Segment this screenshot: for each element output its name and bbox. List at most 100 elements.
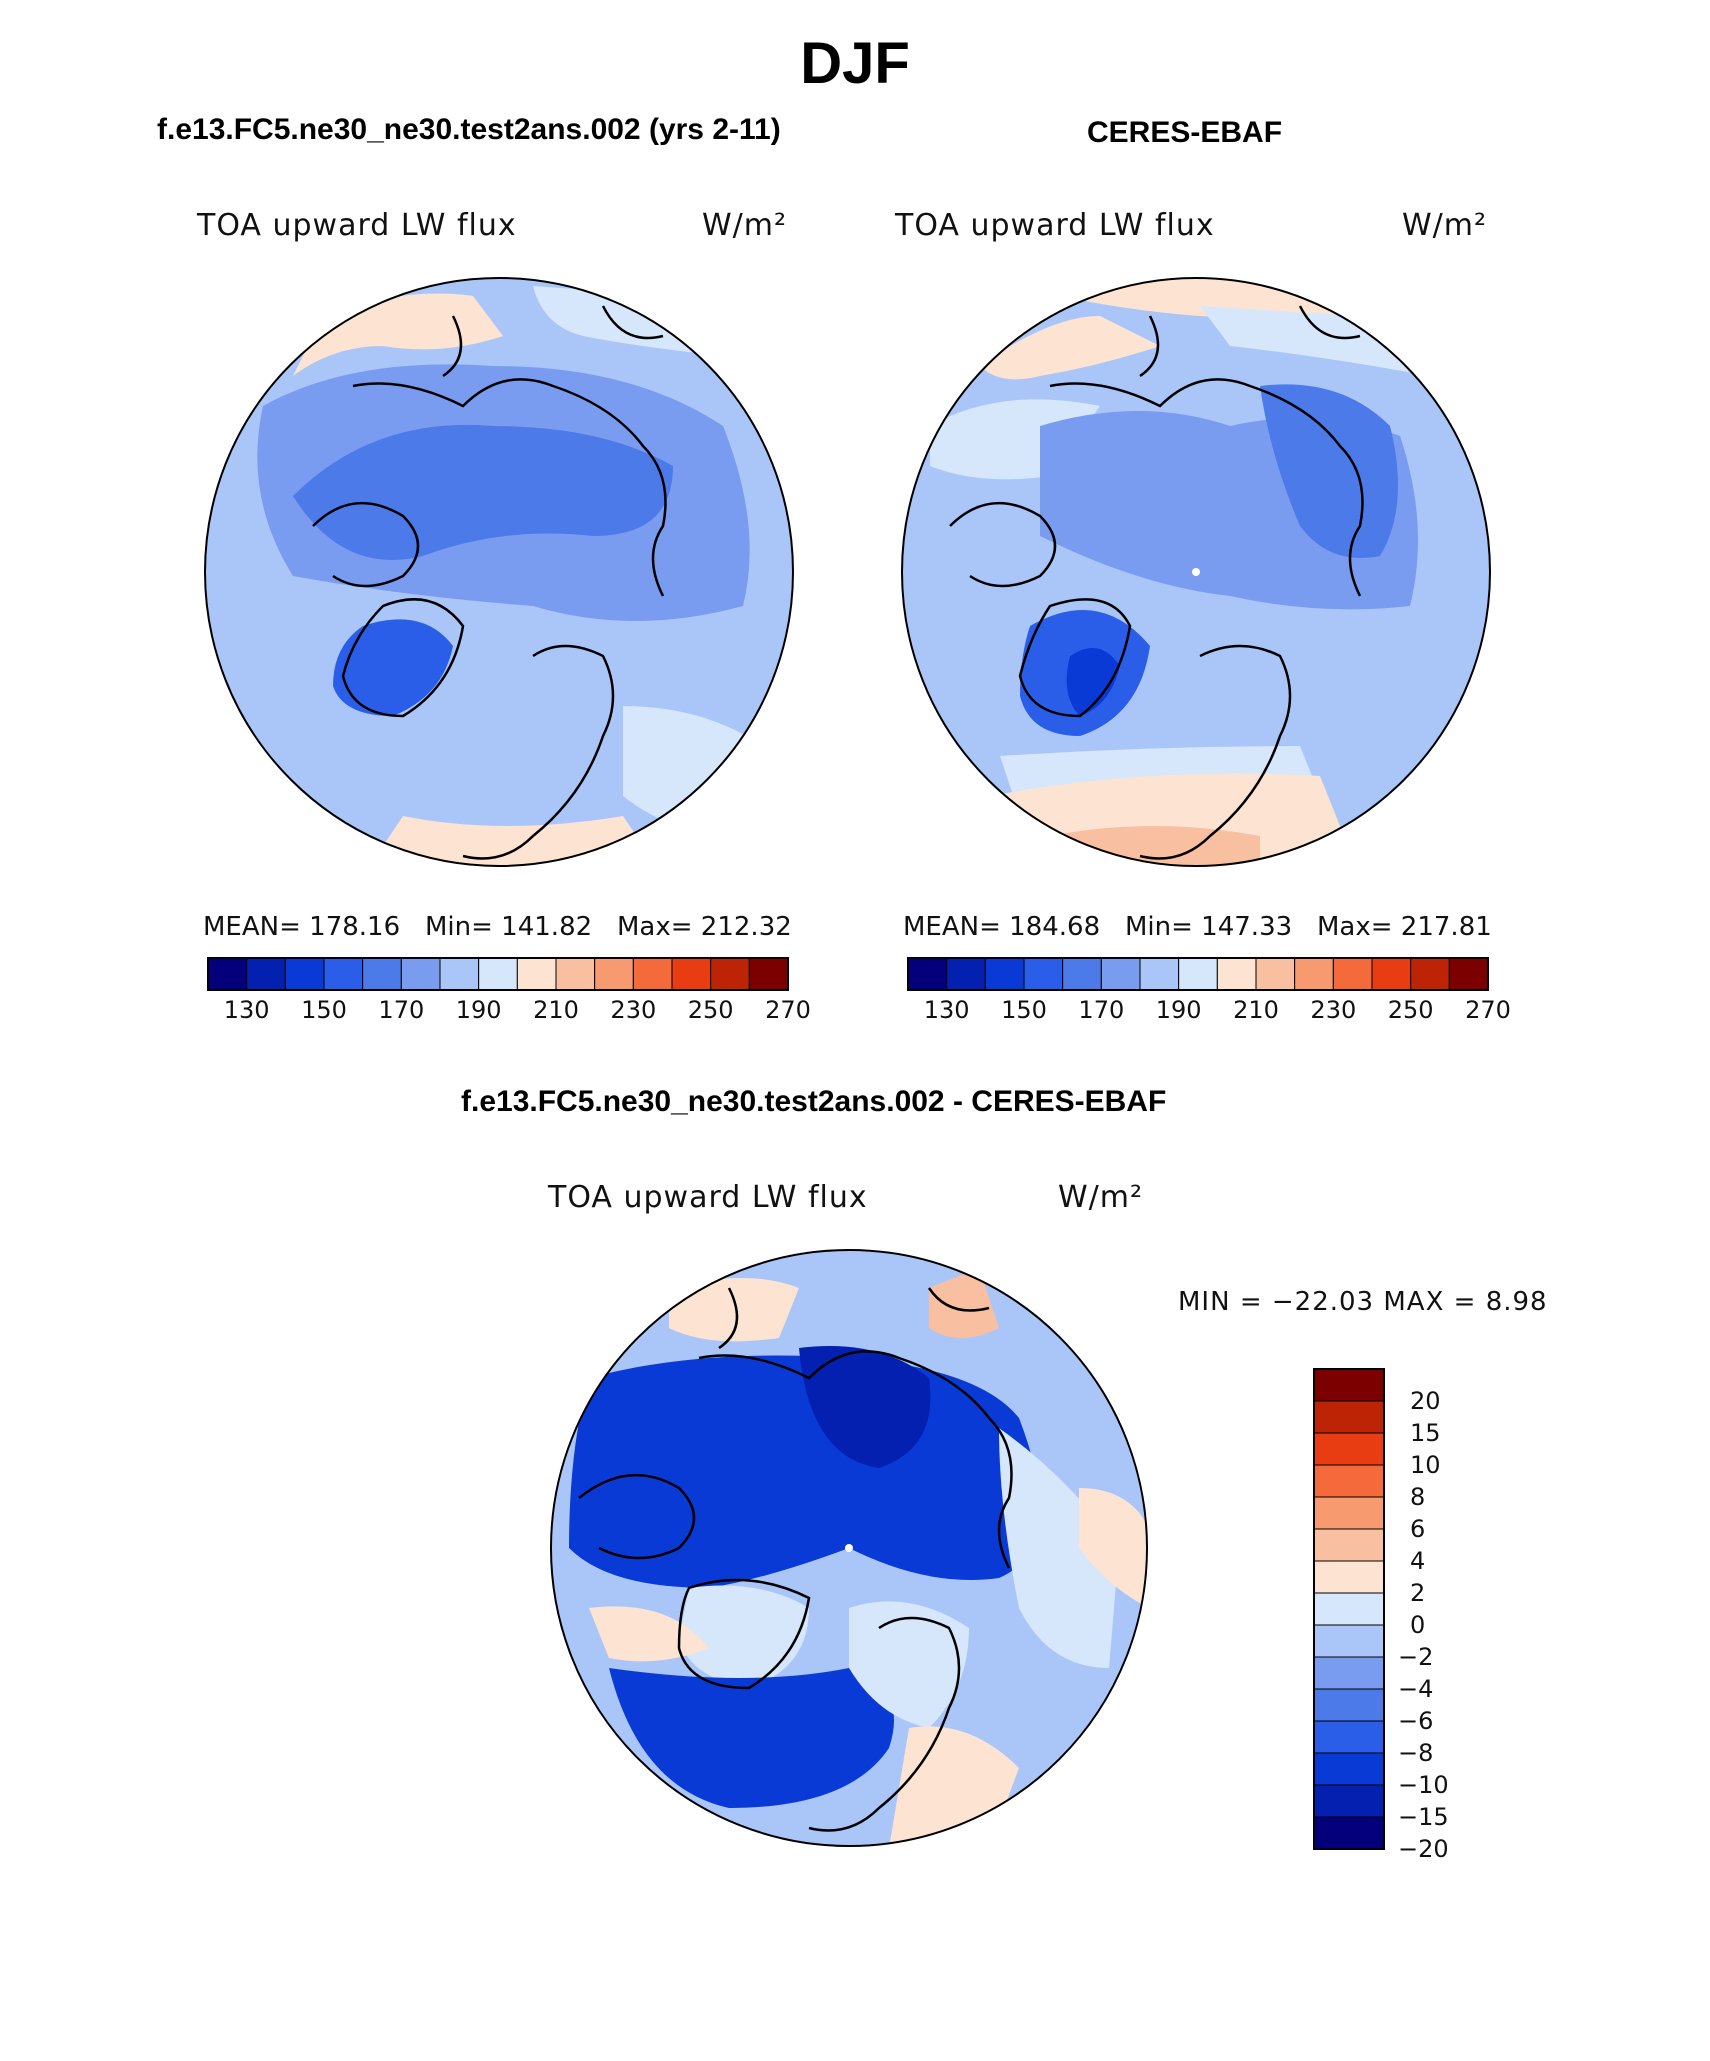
panel3-colorbar-tick-label: 4: [1410, 1547, 1426, 1575]
panel3-colorbar-swatch: [1313, 1688, 1385, 1722]
panel3-field-warm-east: [1079, 1488, 1147, 1608]
panel2-colorbar-swatch: [1448, 957, 1489, 991]
panel1-coastlines: [312, 305, 667, 860]
panel1-map: [204, 277, 794, 867]
panel2-units: W/m²: [1402, 208, 1488, 243]
panel2-colorbar-swatch: [907, 957, 948, 991]
panel1-colorbar-swatch: [632, 957, 673, 991]
panel2-colorbar-tick-label: 190: [1155, 996, 1202, 1024]
panel2-colorbar-swatch: [1410, 957, 1450, 991]
panel3-colorbar-tick-label: −20: [1398, 1835, 1449, 1863]
panel3-colorbar-tick-label: −15: [1398, 1803, 1449, 1831]
panel1-min: Min= 141.82: [425, 912, 593, 942]
panel1-colorbar-swatch: [246, 957, 286, 991]
panel1-colorbar-frame: [207, 957, 789, 991]
panel2-colorbar-swatch: [1139, 957, 1180, 991]
panel3-field-arctic-core: [799, 1346, 931, 1468]
panel2-min: Min= 147.33: [1125, 912, 1293, 942]
panel1-variable: TOA upward LW flux: [197, 208, 517, 243]
panel1-field-greenland: [333, 619, 453, 716]
panel2-colorbar-tick-label: 250: [1387, 996, 1434, 1024]
panel1-colorbar-ticks: 130 150 170 190 210 230 250 270: [208, 996, 811, 1030]
panel3-colorbar: [1313, 1368, 1385, 1850]
panel1-colorbar-tick-label: 250: [687, 996, 734, 1024]
panel2-colorbar-swatch: [1371, 957, 1412, 991]
panel2-field-pacific-light: [1200, 306, 1430, 376]
panel2-mean: MEAN= 184.68: [903, 912, 1101, 942]
panel2-colorbar-swatch: [1023, 957, 1064, 991]
panel3-colorbar-tick-label: 6: [1410, 1515, 1426, 1543]
panel1-colorbar-swatch: [671, 957, 712, 991]
panel3-field-warm-nw: [669, 1278, 799, 1342]
panel2-colorbar-tick-label: 130: [923, 996, 970, 1024]
panel2-field-alaska: [1260, 384, 1398, 558]
panel3-colorbar-tick-label: 20: [1410, 1387, 1441, 1415]
panel2-coastlines: [949, 305, 1364, 860]
panel1-colorbar-swatch: [207, 957, 248, 991]
panel3-pole-marker: [845, 1544, 853, 1552]
panel3-units: W/m²: [1058, 1180, 1144, 1215]
panel1-colorbar-swatch: [710, 957, 750, 991]
panel1-colorbar-swatch: [439, 957, 480, 991]
panel3-colorbar-swatch: [1313, 1720, 1385, 1754]
panel1-colorbar-tick-label: 270: [765, 996, 811, 1024]
panel1-colorbar-swatch: [284, 957, 325, 991]
panel1-field-low: [293, 424, 673, 560]
panel3-colorbar-swatch: [1313, 1368, 1385, 1402]
figure-title: DJF: [800, 31, 910, 96]
panel3-title: f.e13.FC5.ne30_ne30.test2ans.002 - CERES…: [461, 1085, 1167, 1118]
panel1-colorbar-tick-label: 230: [610, 996, 657, 1024]
panel3-minmax: MIN = −22.03 MAX = 8.98: [1178, 1287, 1548, 1317]
panel3-colorbar-swatch: [1313, 1432, 1385, 1466]
panel2-colorbar-swatch: [1178, 957, 1218, 991]
panel3-colorbar-tick-label: 10: [1410, 1451, 1441, 1479]
panel1-map-border: [204, 277, 794, 867]
panel1-colorbar-swatch: [400, 957, 441, 991]
panel3-colorbar-tick-label: −10: [1398, 1771, 1449, 1799]
panel2-colorbar: [907, 957, 1489, 991]
panel1-colorbar-swatch: [555, 957, 596, 991]
panel2-colorbar-tick-label: 230: [1310, 996, 1357, 1024]
panel2-pole-marker: [1192, 568, 1200, 576]
panel3-colorbar-tick-label: 0: [1410, 1611, 1426, 1639]
panel3-colorbar-swatch: [1313, 1528, 1385, 1562]
panel3-colorbar-tick-label: 2: [1410, 1579, 1426, 1607]
panel2-title: CERES-EBAF: [1087, 116, 1283, 149]
panel2-map-border: [901, 277, 1491, 867]
panel1-colorbar-swatch: [478, 957, 518, 991]
panel2-colorbar-frame: [907, 957, 1489, 991]
panel2-colorbar-tick-label: 270: [1465, 996, 1511, 1024]
panel3-colorbar-tick-label: 15: [1410, 1419, 1441, 1447]
panel3-field-atlantic-deep: [609, 1668, 894, 1808]
panel2-field-warmer-south: [1050, 826, 1260, 866]
panel1-colorbar-tick-label: 150: [301, 996, 347, 1024]
panel3-map-border: [550, 1249, 1148, 1847]
panel3-colorbar-swatch: [1313, 1624, 1385, 1658]
panel2-field-greenland-core: [1066, 648, 1120, 716]
panel2-colorbar-swatch: [946, 957, 986, 991]
panel1-colorbar: [207, 957, 789, 991]
panel2-colorbar-tick-label: 210: [1233, 996, 1279, 1024]
panel3-colorbar-tick-label: −2: [1398, 1643, 1434, 1671]
panel1-title: f.e13.FC5.ne30_ne30.test2ans.002 (yrs 2-…: [157, 113, 781, 146]
panel1-colorbar-swatch: [594, 957, 634, 991]
panel3-colorbar-swatch: [1313, 1464, 1385, 1498]
panel2-colorbar-tick-label: 150: [1001, 996, 1047, 1024]
panel1-colorbar-tick-label: 190: [455, 996, 502, 1024]
panel3-colorbar-swatch: [1313, 1816, 1385, 1850]
panel2-max: Max= 217.81: [1317, 912, 1492, 942]
panel3-field-east-light: [999, 1428, 1119, 1668]
panel3-colorbar-tick-label: 8: [1410, 1483, 1426, 1511]
panel2-field-warm-north: [980, 316, 1160, 380]
panel2-colorbar-swatch: [984, 957, 1025, 991]
panel1-units: W/m²: [702, 208, 788, 243]
panel1-colorbar-swatch: [516, 957, 557, 991]
panel1-colorbar-swatch: [748, 957, 789, 991]
panel3-variable: TOA upward LW flux: [548, 1180, 868, 1215]
panel2-colorbar-swatch: [1100, 957, 1141, 991]
panel3-colorbar-swatch: [1313, 1592, 1385, 1626]
panel3-colorbar-swatch: [1313, 1496, 1385, 1530]
panel2-colorbar-swatch: [1332, 957, 1373, 991]
panel1-max: Max= 212.32: [617, 912, 792, 942]
panel3-colorbar-frame: [1313, 1368, 1385, 1850]
